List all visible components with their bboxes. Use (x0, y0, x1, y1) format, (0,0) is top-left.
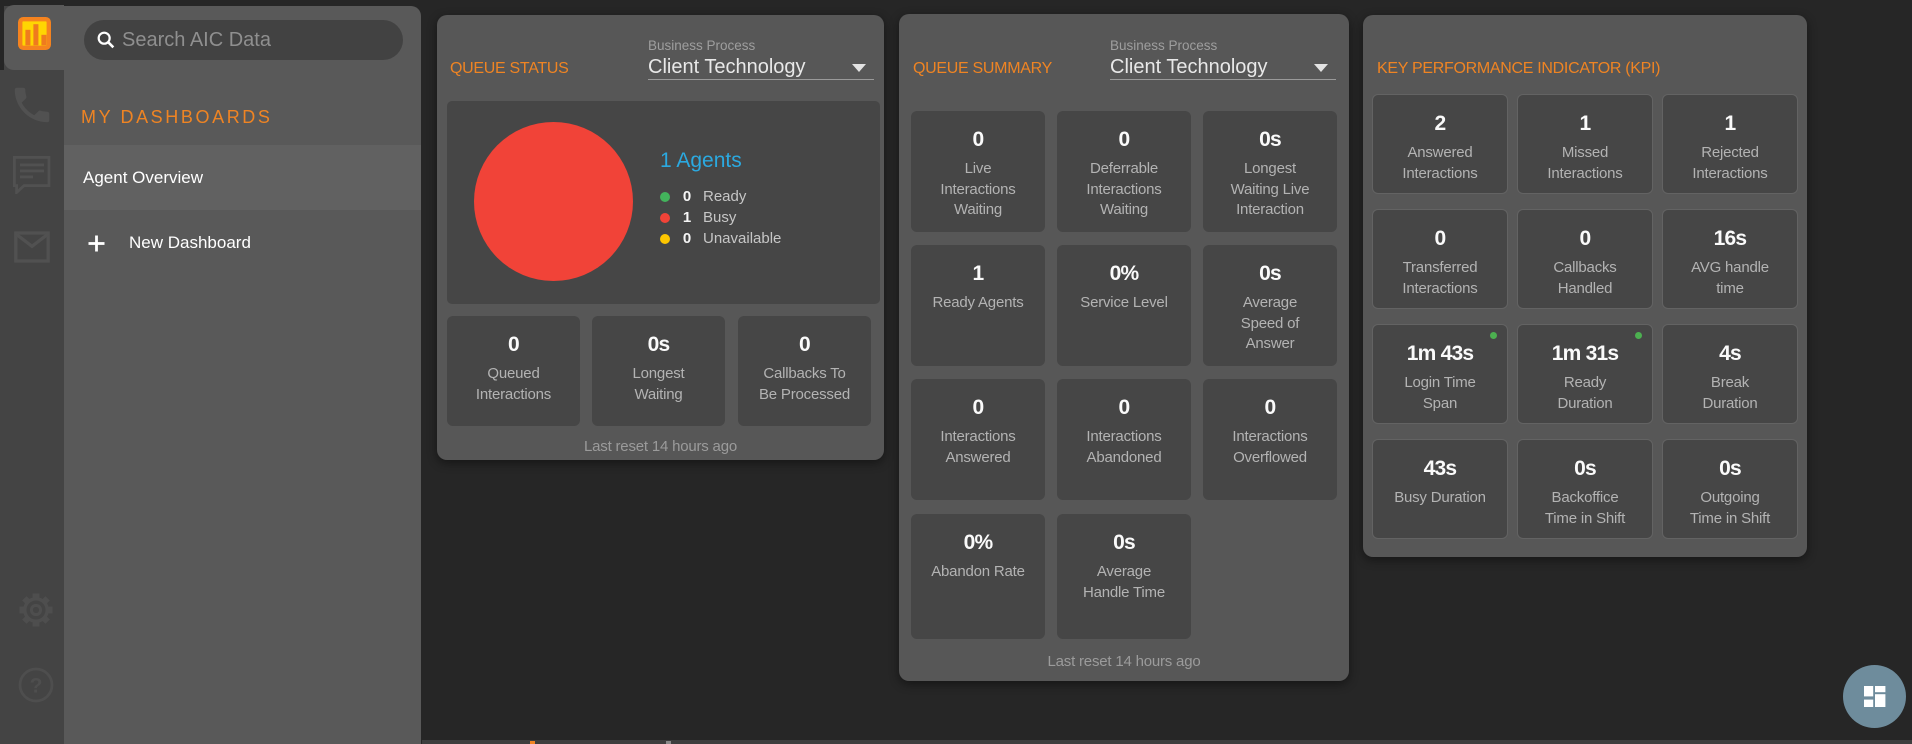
svg-text:?: ? (30, 675, 43, 698)
